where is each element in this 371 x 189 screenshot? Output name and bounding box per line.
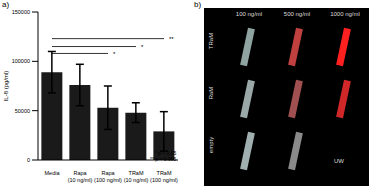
svg-text:**: **	[169, 36, 174, 42]
html-text:500 ng/ml: 500 ng/ml	[283, 11, 311, 17]
svg-text:*: *	[113, 51, 116, 57]
svg-text:Rapa(10 ng/ml): Rapa(10 ng/ml)	[68, 170, 93, 183]
html-text:100 ng/ml: 100 ng/ml	[235, 11, 263, 17]
svg-text:Media: Media	[45, 170, 61, 176]
svg-text:Rapa(100 ng/ml): Rapa(100 ng/ml)	[94, 170, 122, 183]
svg-text:100000: 100000	[12, 58, 30, 64]
html-text:TRaM: TRaM	[208, 32, 214, 50]
html-text:* p < 0.05: * p < 0.05	[154, 150, 177, 156]
html-text:RaM: RaM	[208, 86, 214, 100]
svg-text:TRaM(10 ng/ml): TRaM(10 ng/ml)	[124, 170, 149, 183]
svg-text:0: 0	[27, 157, 30, 163]
html-text:b): b)	[194, 0, 202, 9]
html-text:UW: UW	[334, 158, 344, 164]
html-text:1000 ng/ml: 1000 ng/ml	[330, 11, 360, 17]
html-text:a): a)	[2, 0, 10, 9]
svg-text:TRaM(100 ng/ml): TRaM(100 ng/ml)	[150, 170, 178, 183]
svg-text:IL-8 (pg/ml): IL-8 (pg/ml)	[8, 71, 9, 102]
html-text:empty: empty	[208, 136, 214, 154]
svg-text:50000: 50000	[15, 108, 30, 114]
html-text:** p < 0.005: ** p < 0.005	[150, 156, 177, 162]
svg-text:150000: 150000	[12, 9, 30, 15]
svg-text:*: *	[141, 44, 144, 50]
